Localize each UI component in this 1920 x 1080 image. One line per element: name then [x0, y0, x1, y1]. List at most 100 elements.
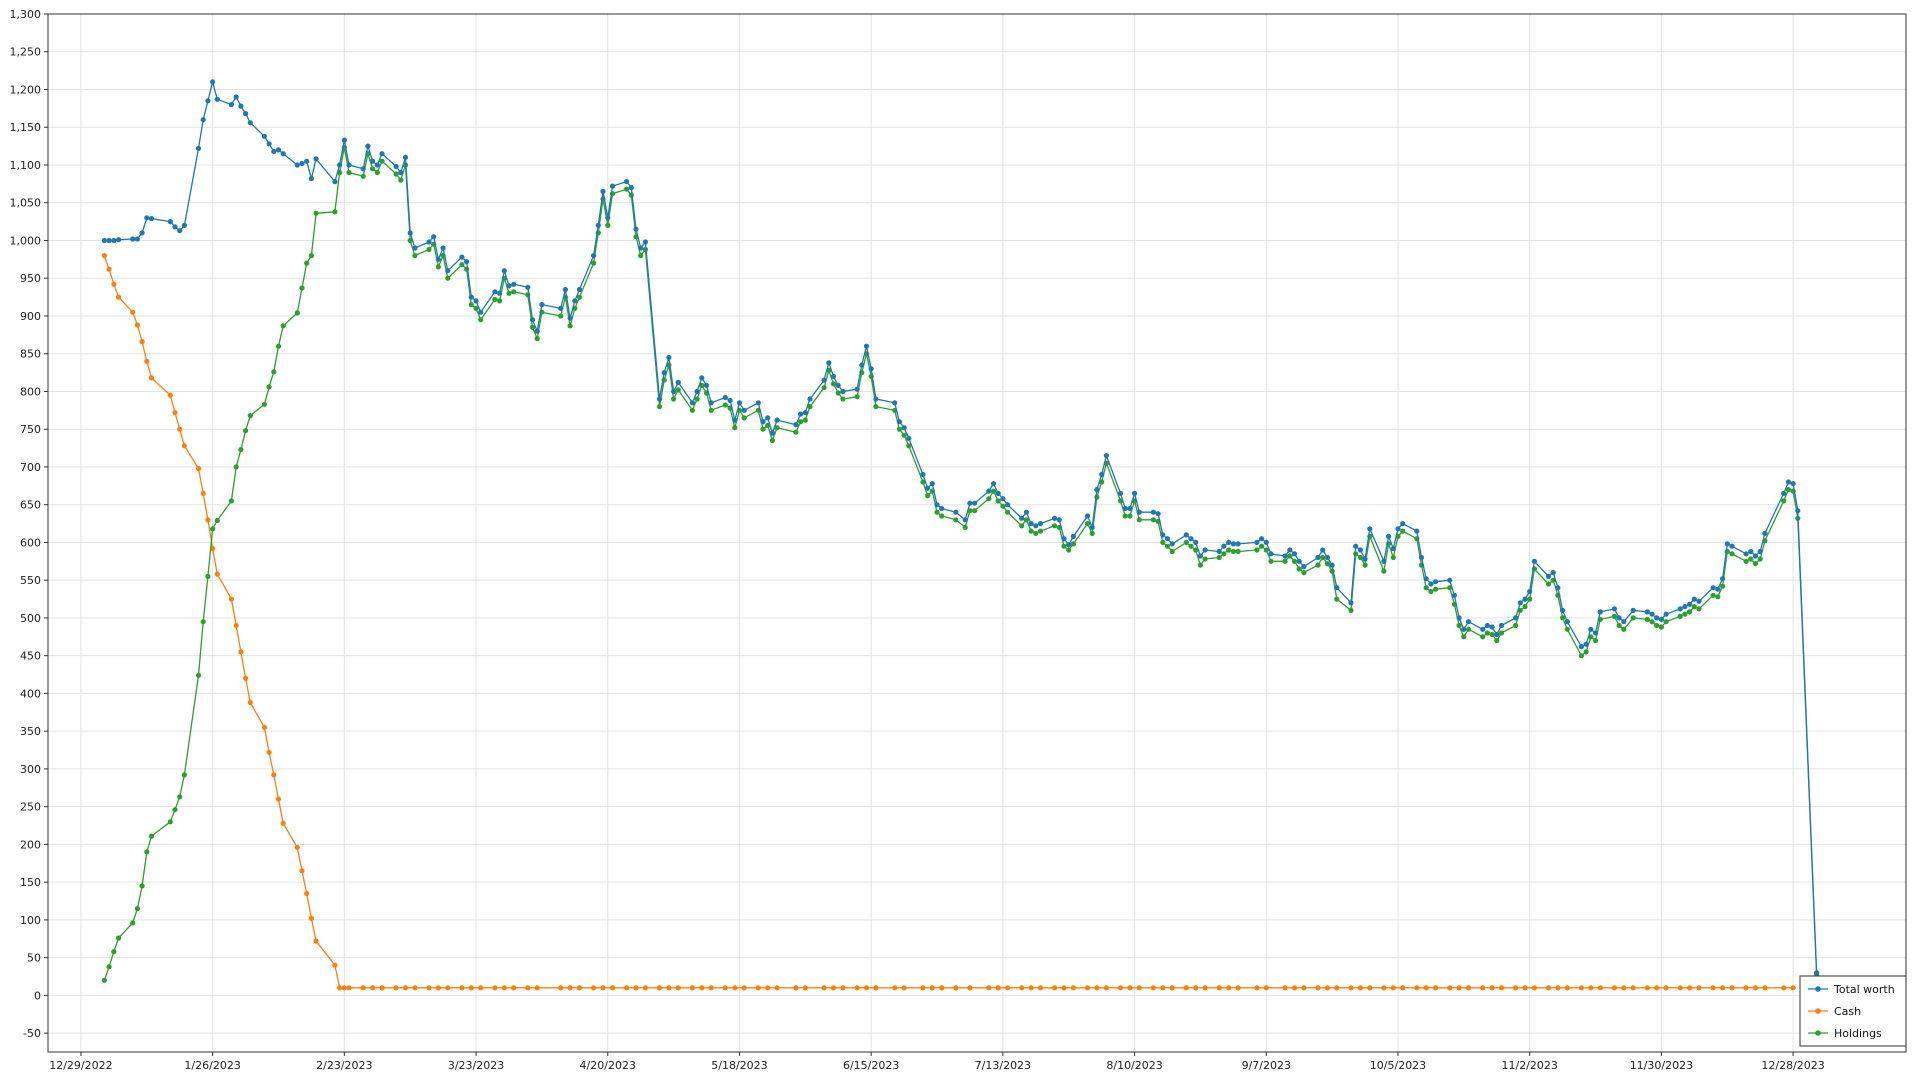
data-point-total-worth: [308, 176, 314, 182]
data-point-cash: [722, 985, 728, 991]
data-point-holdings: [379, 158, 385, 164]
data-point-holdings: [1136, 517, 1142, 523]
data-point-total-worth: [1513, 615, 1519, 621]
data-point-total-worth: [1588, 626, 1594, 632]
data-point-cash: [1005, 985, 1011, 991]
data-point-total-worth: [445, 268, 451, 274]
data-point-cash: [1367, 985, 1373, 991]
data-point-holdings: [1785, 487, 1791, 493]
data-point-total-worth: [633, 226, 639, 232]
data-point-cash: [445, 985, 451, 991]
data-point-holdings: [1226, 547, 1232, 553]
data-point-total-worth: [661, 370, 667, 376]
data-point-cash: [1390, 985, 1396, 991]
data-point-holdings: [233, 464, 239, 470]
data-point-holdings: [106, 964, 112, 970]
data-point-cash: [1743, 985, 1749, 991]
data-point-holdings: [360, 173, 366, 179]
data-point-total-worth: [1169, 541, 1175, 547]
data-point-cash: [986, 985, 992, 991]
data-point-total-worth: [1531, 558, 1537, 564]
data-point-holdings: [939, 513, 945, 519]
data-point-cash: [901, 985, 907, 991]
x-tick-label: 12/29/2022: [49, 1059, 112, 1072]
data-point-cash: [1696, 985, 1702, 991]
data-point-holdings: [1005, 509, 1011, 515]
data-point-holdings: [1649, 619, 1655, 625]
data-point-holdings: [346, 169, 352, 176]
data-point-cash: [233, 622, 239, 629]
data-point-total-worth: [1494, 631, 1500, 638]
data-point-cash: [1480, 985, 1486, 991]
series-total-worth: [101, 79, 1820, 976]
data-point-cash: [1545, 985, 1552, 991]
data-point-cash: [1291, 985, 1298, 991]
data-point-cash: [1193, 985, 1199, 991]
data-point-total-worth: [1484, 622, 1490, 629]
data-point-holdings: [412, 253, 418, 259]
data-point-holdings: [1357, 554, 1363, 561]
data-point-total-worth: [1550, 570, 1556, 576]
data-point-holdings: [506, 290, 512, 296]
data-point-cash: [1052, 985, 1058, 991]
data-point-holdings: [1362, 562, 1368, 568]
data-point-cash: [1028, 985, 1034, 991]
data-point-holdings: [195, 672, 202, 678]
data-point-total-worth: [901, 425, 907, 431]
data-point-holdings: [1193, 547, 1199, 553]
data-point-holdings: [962, 524, 968, 530]
data-point-total-worth: [1390, 545, 1396, 552]
data-point-holdings: [1066, 547, 1072, 553]
y-tick-label: 150: [20, 876, 41, 889]
data-point-cash: [1019, 985, 1025, 991]
data-point-total-worth: [859, 362, 865, 368]
data-point-cash: [699, 985, 705, 991]
data-point-holdings: [1644, 616, 1650, 623]
data-point-cash: [468, 985, 474, 991]
data-point-holdings: [243, 428, 249, 434]
data-point-cash: [341, 985, 347, 991]
data-point-total-worth: [468, 294, 474, 300]
data-point-holdings: [793, 429, 799, 435]
data-point-holdings: [228, 498, 234, 504]
data-point-total-worth: [1545, 573, 1552, 580]
data-point-cash: [1752, 985, 1759, 991]
data-point-total-worth: [1461, 626, 1467, 632]
data-point-holdings: [1663, 619, 1669, 625]
data-point-total-worth: [1052, 515, 1058, 521]
data-point-total-worth: [1687, 601, 1693, 607]
data-point-total-worth: [1644, 609, 1650, 615]
legend-label-holdings: Holdings: [1834, 1027, 1882, 1040]
data-point-holdings: [1592, 638, 1599, 644]
data-point-holdings: [210, 526, 216, 532]
data-point-cash: [1127, 985, 1133, 991]
data-point-holdings: [1621, 626, 1627, 632]
data-point-holdings: [1390, 554, 1396, 561]
data-point-cash: [873, 985, 879, 991]
data-point-holdings: [181, 772, 187, 778]
data-point-holdings: [1715, 594, 1721, 600]
data-point-holdings: [798, 419, 804, 425]
y-tick-label: -50: [23, 1027, 41, 1040]
data-point-total-worth: [1315, 554, 1321, 561]
data-point-total-worth: [1748, 548, 1754, 555]
data-point-total-worth: [1019, 515, 1025, 521]
data-point-total-worth: [576, 286, 583, 293]
data-point-holdings: [1677, 613, 1683, 620]
data-point-total-worth: [765, 415, 771, 421]
data-point-holdings: [1489, 631, 1495, 638]
x-tick-label: 12/28/2023: [1761, 1059, 1824, 1072]
data-point-total-worth: [1023, 509, 1029, 515]
data-point-total-worth: [111, 237, 117, 244]
data-point-holdings: [1221, 551, 1227, 557]
data-point-holdings: [1169, 548, 1175, 555]
data-point-cash: [1348, 985, 1354, 991]
data-point-holdings: [1301, 570, 1307, 576]
data-point-total-worth: [628, 185, 634, 191]
data-point-cash: [1710, 985, 1716, 991]
data-point-total-worth: [1066, 542, 1072, 548]
data-point-holdings: [1263, 547, 1269, 553]
data-point-cash: [600, 985, 606, 991]
data-point-holdings: [299, 285, 305, 291]
